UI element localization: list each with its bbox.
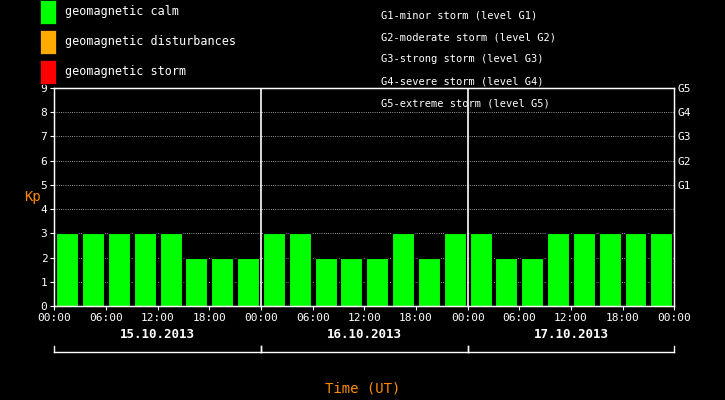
Bar xyxy=(624,233,647,306)
Bar xyxy=(366,258,388,306)
Bar xyxy=(108,233,130,306)
Bar xyxy=(237,258,259,306)
Bar xyxy=(470,233,492,306)
Bar xyxy=(392,233,414,306)
Bar xyxy=(57,233,78,306)
Bar xyxy=(650,233,672,306)
Bar xyxy=(82,233,104,306)
Text: G1-minor storm (level G1): G1-minor storm (level G1) xyxy=(381,10,537,20)
Text: G2-moderate storm (level G2): G2-moderate storm (level G2) xyxy=(381,32,555,42)
Bar xyxy=(599,233,621,306)
Bar xyxy=(186,258,207,306)
Y-axis label: Kp: Kp xyxy=(24,190,41,204)
Text: 17.10.2013: 17.10.2013 xyxy=(534,328,608,340)
Text: 15.10.2013: 15.10.2013 xyxy=(120,328,195,340)
Bar xyxy=(263,233,285,306)
Bar xyxy=(444,233,465,306)
Bar xyxy=(418,258,440,306)
Bar xyxy=(134,233,156,306)
Text: geomagnetic storm: geomagnetic storm xyxy=(65,66,186,78)
Bar xyxy=(315,258,336,306)
Text: G5-extreme storm (level G5): G5-extreme storm (level G5) xyxy=(381,98,550,108)
Text: geomagnetic calm: geomagnetic calm xyxy=(65,6,178,18)
Text: geomagnetic disturbances: geomagnetic disturbances xyxy=(65,36,236,48)
Text: G4-severe storm (level G4): G4-severe storm (level G4) xyxy=(381,76,543,86)
Bar xyxy=(573,233,594,306)
Bar xyxy=(211,258,233,306)
Text: Time (UT): Time (UT) xyxy=(325,382,400,396)
Text: G3-strong storm (level G3): G3-strong storm (level G3) xyxy=(381,54,543,64)
Bar xyxy=(547,233,569,306)
Bar xyxy=(289,233,311,306)
Bar xyxy=(341,258,362,306)
Bar xyxy=(160,233,181,306)
Bar xyxy=(521,258,543,306)
Bar xyxy=(495,258,518,306)
Text: 16.10.2013: 16.10.2013 xyxy=(327,328,402,340)
